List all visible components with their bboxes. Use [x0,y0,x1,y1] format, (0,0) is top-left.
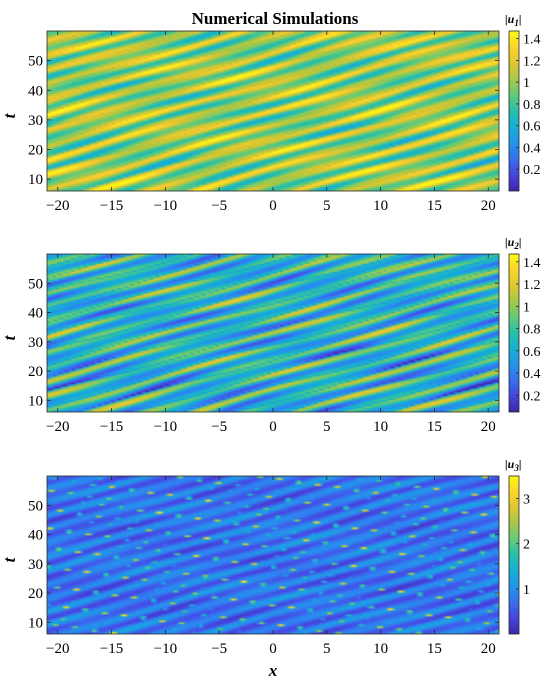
x-axis-label: x [268,661,278,680]
x-tick-label: −15 [100,641,123,657]
y-tick-label: 40 [28,528,43,544]
colorbar-tick-label: 1.2 [523,278,541,293]
x-tick-label: −10 [154,419,177,435]
panel-2: −20 −15 −10 −5 0 5 10 15 20 10 20 30 40 50 t 0.2 0.4 0.6 0… [0,235,541,435]
colorbar-label: |u2| [505,235,521,251]
y-tick-label: 20 [28,364,43,380]
y-tick-label: 50 [28,498,43,514]
x-tick-label: −15 [100,198,123,214]
y-tick-label: 10 [28,615,43,631]
colorbar-tick-label: 0.4 [523,367,541,382]
colorbar-tick-label: 0.2 [523,389,541,404]
x-tick-label: 5 [323,641,331,657]
x-tick-label: −10 [154,641,177,657]
colorbar [508,475,520,635]
x-tick-label: −20 [46,419,69,435]
y-tick-label: 40 [28,306,43,322]
y-tick-label: 20 [28,143,43,159]
x-tick-label: 15 [427,641,442,657]
x-tick-label: −15 [100,419,123,435]
y-tick-label: 50 [28,276,43,292]
y-tick-label: 20 [28,586,43,602]
colorbar-tick-label: 1.4 [523,33,541,48]
x-tick-label: −20 [46,641,69,657]
colorbar-tick-label: 0.4 [523,141,541,156]
x-tick-label: 10 [373,419,388,435]
panel-1: −20 −15 −10 −5 0 5 10 15 20 10 20 30 40 50 t 0.2 0.4 0.6 0… [0,12,541,214]
x-tick-label: 5 [323,198,331,214]
y-axis-label: t [0,334,19,340]
panel-3: −20 −15 −10 −5 0 5 10 15 20 10 20 30 40 50 t x 1 2 3 |u3| [0,457,530,680]
x-tick-label: −5 [211,419,227,435]
colorbar-tick-label: 1.4 [523,256,541,271]
heatmap-image-2 [47,254,499,412]
x-tick-label: −5 [211,198,227,214]
x-tick-label: 10 [373,641,388,657]
x-tick-label: 20 [481,419,496,435]
colorbar [508,30,520,192]
colorbar-label: |u1| [505,12,521,28]
colorbar-tick-label: 0.2 [523,163,541,178]
y-tick-label: 10 [28,172,43,188]
colorbar-tick-label: 3 [523,493,530,508]
x-tick-label: −5 [211,641,227,657]
colorbar-tick-label: 1 [523,300,530,315]
y-tick-label: 50 [28,54,43,70]
x-tick-label: 20 [481,198,496,214]
x-tick-label: 20 [481,641,496,657]
x-tick-label: 15 [427,419,442,435]
y-tick-label: 30 [28,557,43,573]
colorbar [508,253,520,413]
colorbar-label: |u3| [505,457,521,473]
colorbar-tick-label: 2 [523,538,530,553]
colorbar-tick-label: 1.2 [523,54,541,69]
colorbar-tick-label: 1 [523,583,530,598]
y-axis-label: t [0,112,19,118]
x-tick-label: 10 [373,198,388,214]
y-tick-label: 40 [28,83,43,99]
heatmap-image-1 [47,31,499,191]
colorbar-tick-label: 1 [523,76,530,91]
y-axis-label: t [0,556,19,562]
y-tick-label: 30 [28,335,43,351]
colorbar-tick-label: 0.6 [523,345,541,360]
x-tick-label: −20 [46,198,69,214]
colorbar-tick-label: 0.8 [523,98,541,113]
chart-title: Numerical Simulations [192,9,359,28]
x-tick-label: 0 [269,419,277,435]
x-tick-label: −10 [154,198,177,214]
y-tick-label: 10 [28,393,43,409]
y-tick-label: 30 [28,113,43,129]
x-tick-label: 0 [269,641,277,657]
colorbar-tick-label: 0.8 [523,323,541,338]
x-tick-label: 5 [323,419,331,435]
x-tick-label: 0 [269,198,277,214]
colorbar-tick-label: 0.6 [523,120,541,135]
heatmap-image-3 [47,476,499,634]
x-tick-label: 15 [427,198,442,214]
